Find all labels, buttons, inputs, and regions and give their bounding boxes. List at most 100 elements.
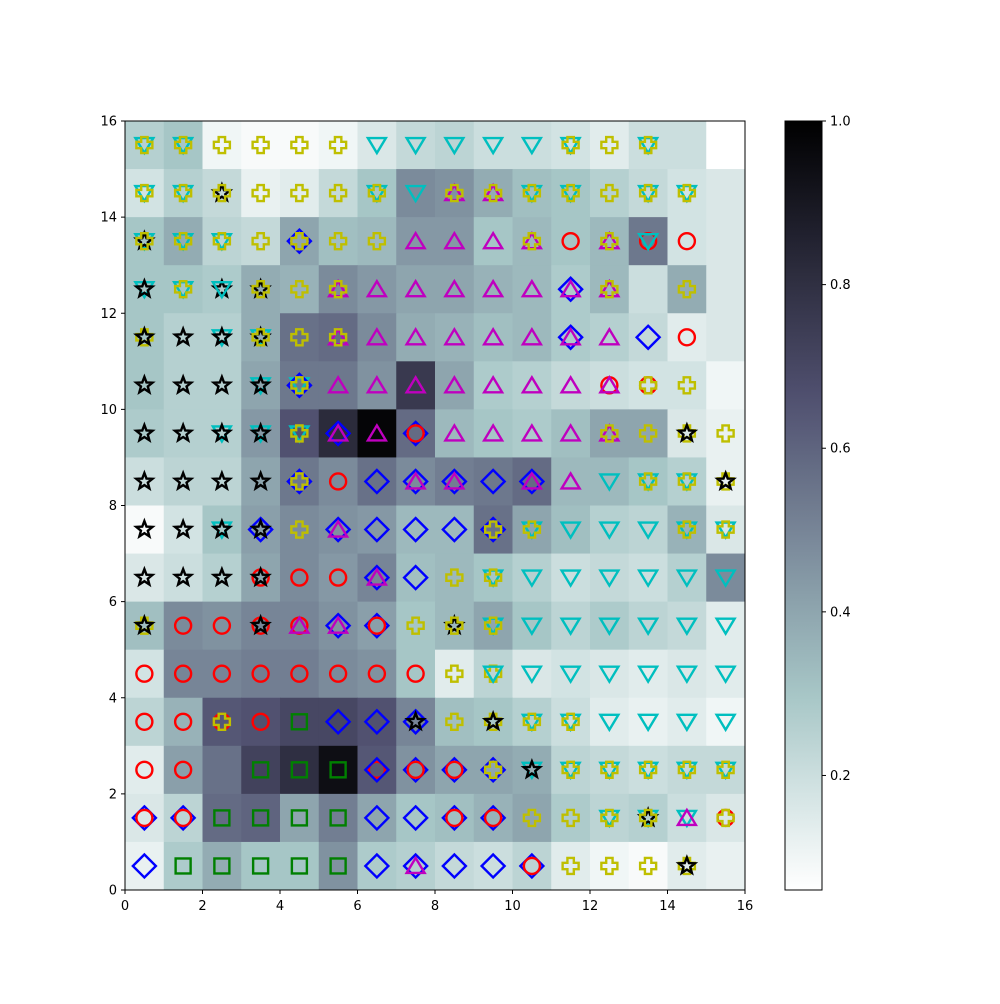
heatmap-cell — [473, 793, 513, 843]
circle-marker — [406, 760, 425, 780]
colorbar-tick-label: 0.6 — [830, 442, 851, 457]
plus-marker — [212, 135, 232, 155]
plus-marker — [290, 183, 309, 203]
heatmap-cell — [512, 361, 552, 410]
plus-marker — [483, 183, 503, 203]
heatmap-cell — [241, 409, 281, 458]
plus-marker — [638, 183, 658, 203]
square-marker — [174, 857, 192, 875]
star-marker — [210, 565, 234, 588]
square-marker — [251, 761, 270, 779]
heatmap-cell — [628, 601, 668, 651]
heatmap-cell — [125, 553, 165, 603]
heatmap-cell — [163, 649, 203, 699]
triangle-up-marker — [520, 471, 543, 490]
heatmap-cell — [202, 601, 242, 651]
heatmap-cell — [706, 601, 746, 651]
heatmap-cell — [551, 169, 591, 218]
triangle-down-marker — [559, 617, 582, 636]
diamond-marker — [324, 612, 352, 639]
triangle-up-marker — [404, 326, 427, 346]
heatmap-cell — [590, 553, 630, 603]
heatmap-cell — [590, 649, 630, 699]
triangle-down-marker — [637, 569, 660, 588]
heatmap-cell — [473, 649, 513, 699]
heatmap-cell — [163, 601, 203, 651]
heatmap-cell — [551, 841, 591, 891]
circle-marker — [445, 760, 464, 780]
plus-marker — [522, 808, 542, 828]
heatmap-cell — [241, 217, 281, 266]
heatmap-cell — [202, 793, 242, 843]
heatmap-cell — [706, 409, 746, 458]
circle-marker — [173, 664, 193, 683]
heatmap-cell — [357, 745, 397, 795]
heatmap-cell — [396, 505, 436, 555]
triangle-up-marker — [675, 807, 698, 827]
heatmap-cell — [551, 649, 591, 699]
heatmap-cell — [667, 361, 707, 410]
triangle-down-marker — [482, 665, 505, 685]
plus-marker — [561, 712, 580, 731]
plus-marker — [251, 328, 270, 347]
heatmap-cell — [706, 553, 746, 603]
star-marker — [133, 613, 156, 636]
plus-marker — [251, 231, 270, 251]
heatmap-cell — [590, 697, 630, 747]
circle-marker — [173, 760, 193, 780]
heatmap-cell — [628, 313, 668, 362]
plus-marker — [638, 760, 658, 780]
heatmap-cell — [628, 505, 668, 555]
heatmap-cell — [202, 265, 242, 314]
plus-marker — [483, 760, 503, 780]
heatmap-cell — [706, 697, 746, 747]
star-marker — [133, 565, 156, 588]
triangle-down-marker — [559, 665, 582, 685]
plus-marker — [367, 231, 387, 251]
plus-marker — [367, 183, 387, 203]
y-tick-label: 12 — [100, 307, 117, 322]
triangle-up-marker — [520, 326, 543, 346]
heatmap-cell — [280, 409, 320, 458]
heatmap-cell — [590, 121, 630, 170]
plus-marker — [135, 183, 154, 203]
circle-marker — [135, 808, 154, 828]
triangle-down-marker — [520, 136, 543, 156]
star-marker — [133, 373, 156, 395]
triangle-up-marker — [482, 230, 505, 250]
plus-marker — [638, 808, 658, 828]
heatmap-cell — [706, 169, 746, 218]
y-tick-label: 14 — [100, 211, 117, 226]
square-marker — [329, 857, 347, 875]
heatmap-cell — [628, 121, 668, 170]
heatmap-cell — [590, 361, 630, 410]
triangle-up-marker — [559, 375, 582, 394]
plus-marker — [290, 472, 309, 491]
diamond-marker — [363, 468, 391, 495]
plus-marker — [561, 183, 580, 203]
plus-marker — [600, 424, 619, 443]
heatmap-cell — [163, 457, 203, 506]
plus-marker — [251, 135, 270, 155]
circle-marker — [251, 712, 270, 731]
square-marker — [290, 761, 309, 779]
plus-marker — [290, 280, 309, 299]
heatmap-cell — [202, 745, 242, 795]
heatmap-cell — [202, 313, 242, 362]
heatmap-cell — [551, 409, 591, 458]
heatmap-cell — [280, 505, 320, 555]
x-tick-label: 0 — [121, 899, 129, 914]
diamond-marker — [324, 708, 352, 735]
heatmap-cell — [512, 409, 552, 458]
heatmap-cell — [435, 457, 475, 506]
heatmap-cell — [396, 553, 436, 603]
heatmap-cell — [241, 553, 281, 603]
heatmap-cell — [357, 553, 397, 603]
heatmap-cell — [357, 409, 397, 458]
heatmap-cell — [241, 265, 281, 314]
x-tick-label: 16 — [737, 899, 754, 914]
triangle-up-marker — [365, 375, 388, 394]
heatmap-cell — [280, 361, 320, 410]
heatmap-cell — [512, 649, 552, 699]
